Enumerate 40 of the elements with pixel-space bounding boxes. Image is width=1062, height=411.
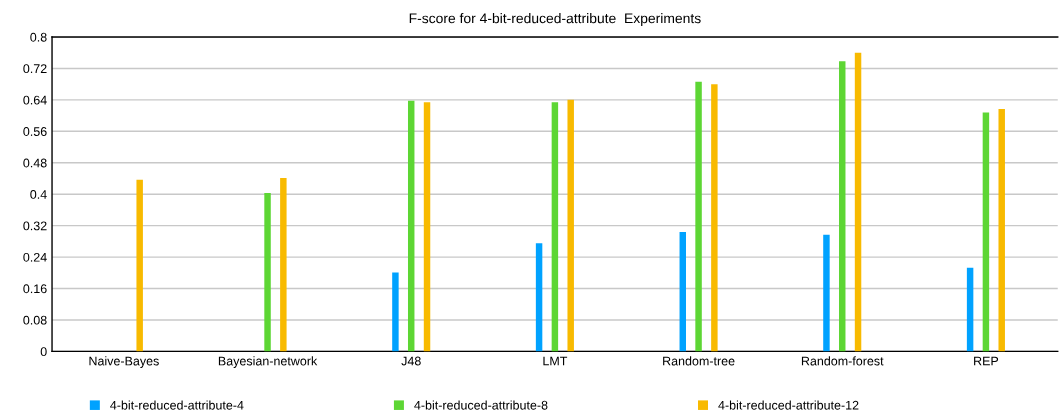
x-tick-label: Bayesian-network [218, 356, 318, 368]
x-tick-label: Naive-Bayes [89, 356, 159, 368]
legend-label: 4-bit-reduced-attribute-8 [414, 400, 548, 410]
bar [136, 179, 143, 352]
bar [407, 100, 415, 352]
y-tick-label: 0.16 [23, 284, 47, 294]
chart-title: F-score for 4-bit-reduced-attribute Experiments [409, 13, 701, 26]
x-tick-label: J48 [401, 356, 421, 366]
bar [711, 84, 718, 352]
bar [982, 112, 990, 352]
bar [567, 99, 574, 352]
bar [966, 267, 974, 352]
y-tick-label: 0.64 [23, 95, 47, 105]
legend-label: 4-bit-reduced-attribute-4 [110, 400, 244, 410]
x-tick-label: Random-forest [801, 356, 884, 366]
bar [535, 243, 543, 352]
bar [823, 234, 830, 352]
bar [679, 231, 686, 352]
y-tick-label: 0.08 [23, 315, 47, 325]
y-tick-label: 0.32 [23, 221, 47, 231]
x-tick-label: LMT [543, 356, 568, 366]
y-tick-label: 0 [40, 347, 47, 357]
bar [392, 272, 399, 352]
bar [854, 52, 862, 352]
bar [551, 102, 559, 352]
y-tick-label: 0.4 [30, 190, 47, 199]
x-tick-label: Random-tree [663, 356, 735, 366]
bar [264, 193, 271, 352]
x-tick-label: REP [974, 356, 999, 366]
bar [839, 61, 846, 352]
y-tick-label: 0.48 [23, 158, 47, 168]
legend-label: 4-bit-reduced-attribute-12 [718, 400, 859, 410]
bar [280, 178, 287, 352]
y-tick-label: 0.72 [23, 64, 47, 74]
y-tick-label: 0.24 [23, 252, 47, 262]
y-tick-label: 0.56 [23, 127, 47, 136]
bar [423, 102, 431, 352]
bar [695, 81, 702, 352]
y-tick-label: 0.8 [30, 32, 47, 42]
bar [998, 108, 1005, 352]
